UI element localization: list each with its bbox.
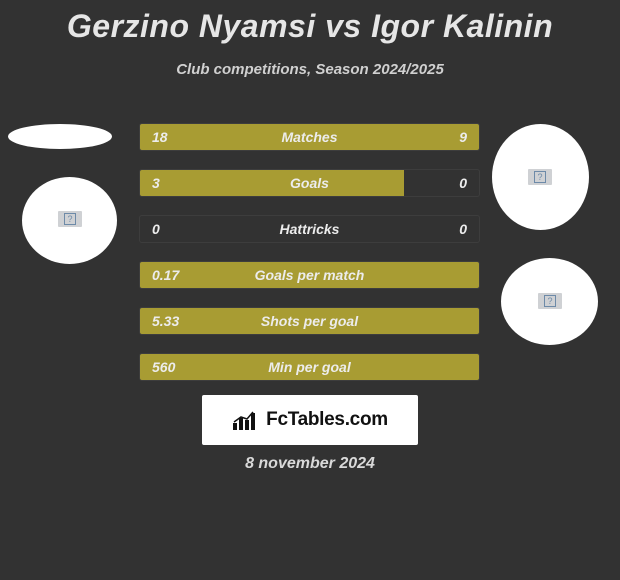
stat-value-right: 0 bbox=[459, 170, 467, 196]
stat-row: Matches18 9 bbox=[139, 123, 480, 151]
flag-placeholder-icon bbox=[528, 169, 552, 185]
stat-value-right: 9 bbox=[459, 124, 467, 150]
stat-label: Min per goal bbox=[140, 354, 479, 380]
chart-date: 8 november 2024 bbox=[0, 455, 620, 473]
stat-label: Shots per goal bbox=[140, 308, 479, 334]
stat-value-left: 0.17 bbox=[152, 262, 179, 288]
brand-bars-icon bbox=[232, 409, 260, 431]
stat-value-left: 18 bbox=[152, 124, 168, 150]
stat-value-right: 0 bbox=[459, 216, 467, 242]
stat-value-left: 0 bbox=[152, 216, 160, 242]
flag-placeholder-icon bbox=[58, 211, 82, 227]
stat-value-left: 5.33 bbox=[152, 308, 179, 334]
stat-row: Goals per match0.17 bbox=[139, 261, 480, 289]
stat-row: Hattricks0 0 bbox=[139, 215, 480, 243]
flag-placeholder-icon bbox=[538, 293, 562, 309]
page-title: Gerzino Nyamsi vs Igor Kalinin bbox=[0, 0, 620, 45]
stat-label: Goals per match bbox=[140, 262, 479, 288]
stat-value-left: 560 bbox=[152, 354, 175, 380]
stat-row: Min per goal560 bbox=[139, 353, 480, 381]
stat-row: Shots per goal5.33 bbox=[139, 307, 480, 335]
page-subtitle: Club competitions, Season 2024/2025 bbox=[0, 61, 620, 78]
brand-text: FcTables.com bbox=[266, 409, 388, 431]
stat-label: Matches bbox=[140, 124, 479, 150]
stat-row: Goals3 0 bbox=[139, 169, 480, 197]
stat-value-left: 3 bbox=[152, 170, 160, 196]
comparison-chart: Matches189Goals30Hattricks00Goals per ma… bbox=[139, 123, 480, 399]
stat-label: Hattricks bbox=[140, 216, 479, 242]
brand-badge: FcTables.com bbox=[202, 395, 418, 445]
stat-label: Goals bbox=[140, 170, 479, 196]
player-left-ellipse bbox=[8, 124, 112, 149]
